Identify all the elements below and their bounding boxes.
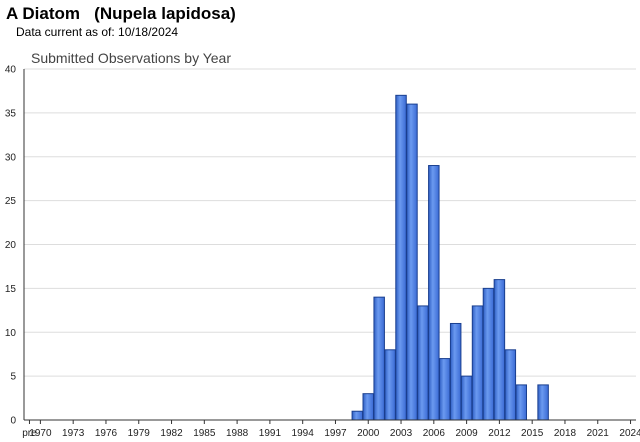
bar-2005: [417, 305, 429, 421]
y-tick-label: 15: [5, 284, 17, 295]
bar-2016: [537, 384, 549, 421]
x-tick-label: 2015: [521, 428, 544, 439]
x-tick-label: 2012: [488, 428, 511, 439]
y-tick-label: 20: [5, 240, 17, 251]
bar-2009: [460, 375, 473, 421]
bar-2006: [428, 165, 440, 421]
bar-2000: [362, 393, 374, 421]
bar-2003: [395, 94, 407, 421]
y-tick-label: 25: [5, 196, 17, 207]
bar-2010: [471, 305, 484, 421]
x-tick-label: 2009: [455, 428, 478, 439]
x-tick-label: 1982: [160, 428, 183, 439]
x-tick-label: 2003: [390, 428, 413, 439]
bar-2007: [439, 358, 451, 421]
axes: [23, 69, 636, 424]
bar-1999: [351, 410, 364, 421]
x-tick-label: 2021: [587, 428, 610, 439]
x-tick-label: 2006: [423, 428, 446, 439]
x-tick-label: 1970: [29, 428, 52, 439]
page-title: A Diatom (Nupela lapidosa): [6, 4, 236, 23]
y-tick-label: 30: [5, 152, 17, 163]
x-tick-label: 2024: [619, 428, 640, 439]
bar-2014: [515, 384, 527, 421]
y-tick-labels: 0 5 10 15 20 25 30 35 40: [5, 65, 17, 427]
bar-2008: [449, 322, 462, 421]
y-tick-label: 40: [5, 65, 17, 76]
bar-2013: [504, 349, 517, 421]
bar-2001: [373, 296, 385, 421]
bar-2012: [493, 279, 506, 421]
gridlines: [24, 68, 636, 421]
bar-2002: [384, 349, 396, 421]
x-tick-label: 1997: [324, 428, 347, 439]
x-tick-label: 2018: [554, 428, 577, 439]
chart-title: Submitted Observations by Year: [31, 50, 232, 66]
y-tick-label: 5: [10, 372, 16, 383]
x-tick-label: 2000: [357, 428, 380, 439]
x-tick-label: 1976: [95, 428, 118, 439]
y-tick-label: 0: [10, 416, 16, 427]
x-tick-label: 1994: [292, 428, 315, 439]
x-tick-label: pre: [22, 428, 37, 439]
y-tick-label: 35: [5, 108, 17, 119]
x-tick-label: 1988: [226, 428, 249, 439]
x-tick-label: 1979: [128, 428, 151, 439]
bar-2011: [482, 287, 495, 421]
y-tick-label: 10: [5, 328, 17, 339]
data-current-date: Data current as of: 10/18/2024: [16, 25, 179, 39]
x-tick-label: 1985: [193, 428, 216, 439]
x-tick-label: 1973: [62, 428, 85, 439]
bars: [351, 94, 549, 421]
bar-2004: [406, 103, 418, 421]
x-tick-label: 1991: [259, 428, 282, 439]
